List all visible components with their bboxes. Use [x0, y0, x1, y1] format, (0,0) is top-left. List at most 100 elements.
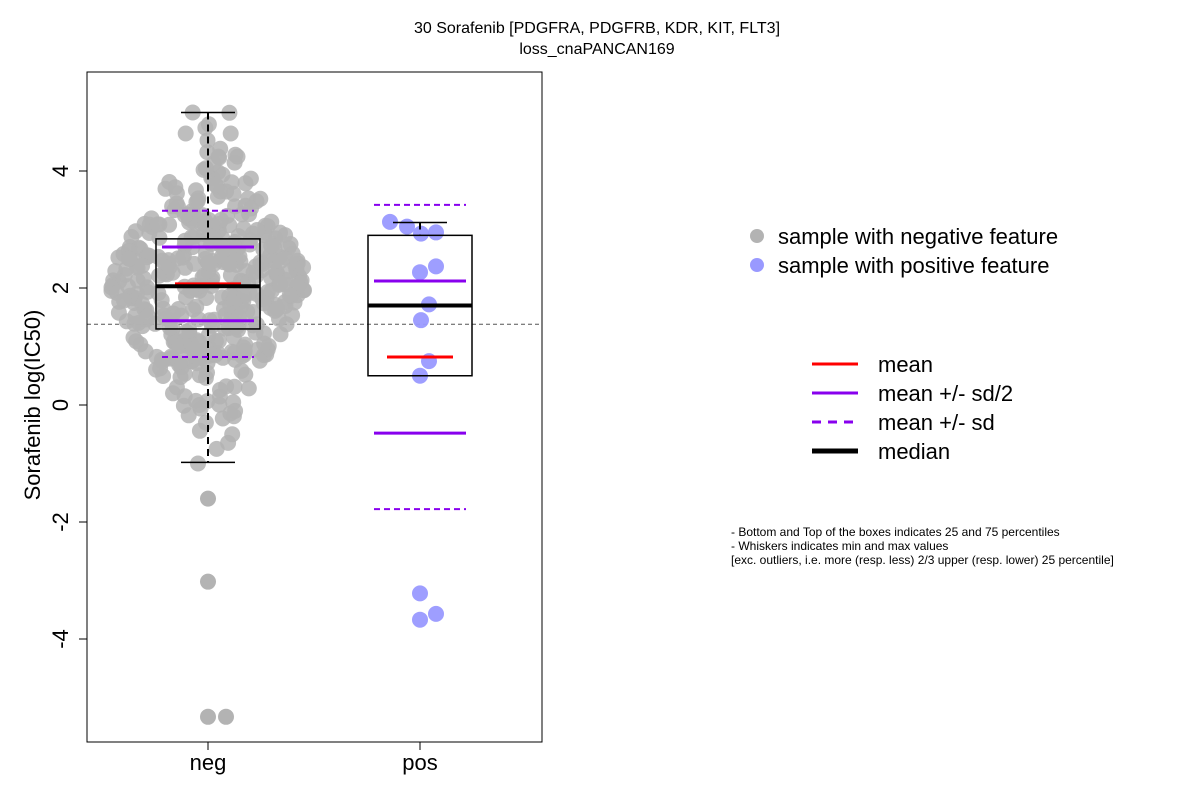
data-point-neg [169, 250, 186, 267]
data-point-neg [245, 304, 262, 320]
data-point-neg [243, 200, 259, 217]
data-point-neg [211, 149, 228, 166]
legend-marker [750, 229, 764, 243]
data-point-neg [125, 329, 142, 346]
footnote-line: - Bottom and Top of the boxes indicates … [731, 525, 1060, 539]
data-point-neg [284, 307, 301, 324]
chart-title: 30 Sorafenib [PDGFRA, PDGFRB, KDR, KIT, … [414, 20, 780, 37]
plot-area [87, 104, 542, 725]
outlier-point-neg [218, 708, 234, 725]
data-point-neg [197, 160, 214, 177]
data-point-neg [177, 125, 194, 142]
outlier-point-neg [200, 573, 216, 590]
data-point-neg [150, 285, 167, 302]
legend-line-label: mean +/- sd/2 [878, 381, 1013, 406]
data-point-neg [135, 270, 152, 287]
y-tick-label: -2 [48, 512, 73, 532]
legend-line-label: mean +/- sd [878, 410, 995, 435]
data-point-neg [185, 341, 202, 358]
footnotes: - Bottom and Top of the boxes indicates … [731, 525, 1114, 567]
data-point-neg [251, 352, 268, 369]
data-point-neg [230, 321, 246, 338]
data-point-neg [149, 216, 166, 233]
data-point-neg [191, 367, 208, 384]
legend-marker [750, 258, 764, 272]
data-point-neg [197, 414, 214, 431]
data-point-pos [382, 213, 398, 230]
data-point-neg [189, 193, 206, 209]
data-point-neg [176, 207, 193, 224]
data-point-neg [157, 180, 174, 197]
data-point-neg [121, 250, 138, 267]
data-point-neg [221, 256, 238, 273]
y-axis-label: Sorafenib log(IC50) [20, 310, 45, 501]
x-tick-label-pos: pos [402, 750, 437, 775]
data-point-neg [230, 308, 247, 325]
y-tick-label: 2 [48, 282, 73, 294]
data-point-neg [180, 407, 197, 424]
box-neg [155, 238, 261, 330]
data-point-neg [224, 426, 241, 443]
data-point-neg [240, 380, 257, 397]
data-point-neg [272, 275, 289, 292]
legend-lines: mean mean +/- sd/2 mean +/- sd median [812, 352, 1013, 464]
data-point-neg [120, 278, 137, 295]
legend-label: sample with positive feature [778, 253, 1049, 278]
data-point-neg [235, 220, 252, 237]
data-point-pos [412, 611, 428, 628]
data-point-neg [162, 319, 178, 336]
data-point-neg [134, 257, 151, 274]
legend-line-label: mean [878, 352, 933, 377]
data-point-neg [200, 254, 217, 271]
legend-label: sample with negative feature [778, 224, 1058, 249]
plot-frame [86, 71, 543, 743]
data-point-neg [137, 343, 154, 360]
data-point-neg [207, 176, 224, 193]
data-point-neg [191, 397, 208, 413]
data-point-neg [168, 195, 185, 212]
data-point-neg [236, 342, 253, 359]
data-point-pos [412, 264, 428, 281]
data-point-neg [168, 379, 185, 396]
data-point-pos [428, 605, 444, 622]
data-point-neg [237, 366, 254, 383]
y-tick-label: 4 [48, 165, 73, 177]
data-point-neg [181, 322, 198, 339]
data-point-neg [263, 213, 280, 230]
outlier-point-neg [200, 708, 216, 725]
data-point-pos [413, 312, 429, 329]
footnote-line: - Whiskers indicates min and max values [731, 539, 948, 553]
data-point-pos [421, 353, 437, 370]
data-point-neg [272, 253, 289, 270]
chart-subtitle: loss_cnaPANCAN169 [519, 41, 674, 58]
data-point-neg [248, 316, 265, 333]
data-point-neg [200, 116, 217, 133]
data-point-neg [249, 222, 266, 238]
data-point-pos [413, 225, 429, 242]
footnote-line: [exc. outliers, i.e. more (resp. less) 2… [731, 553, 1114, 567]
data-point-neg [272, 224, 288, 241]
data-point-neg [227, 402, 244, 419]
y-tick-label: -4 [48, 629, 73, 649]
data-point-neg [139, 307, 156, 324]
data-point-neg [127, 307, 144, 324]
data-point-neg [256, 335, 273, 352]
data-point-neg [269, 300, 286, 317]
data-point-neg [185, 301, 202, 318]
data-point-neg [154, 353, 171, 370]
data-point-neg [116, 292, 132, 309]
legend-points: sample with negative feature sample with … [750, 224, 1058, 278]
legend-line-label: median [878, 439, 950, 464]
data-point-neg [208, 440, 225, 457]
data-point-neg [110, 304, 127, 321]
data-point-neg [281, 286, 298, 303]
data-point-neg [218, 378, 235, 395]
data-point-neg [295, 259, 312, 276]
data-point-neg [222, 125, 239, 142]
outlier-point-neg [200, 490, 216, 507]
data-point-neg [190, 455, 206, 472]
data-point-neg [186, 228, 203, 245]
data-point-pos [399, 218, 415, 235]
x-axis: neg pos [190, 742, 438, 775]
